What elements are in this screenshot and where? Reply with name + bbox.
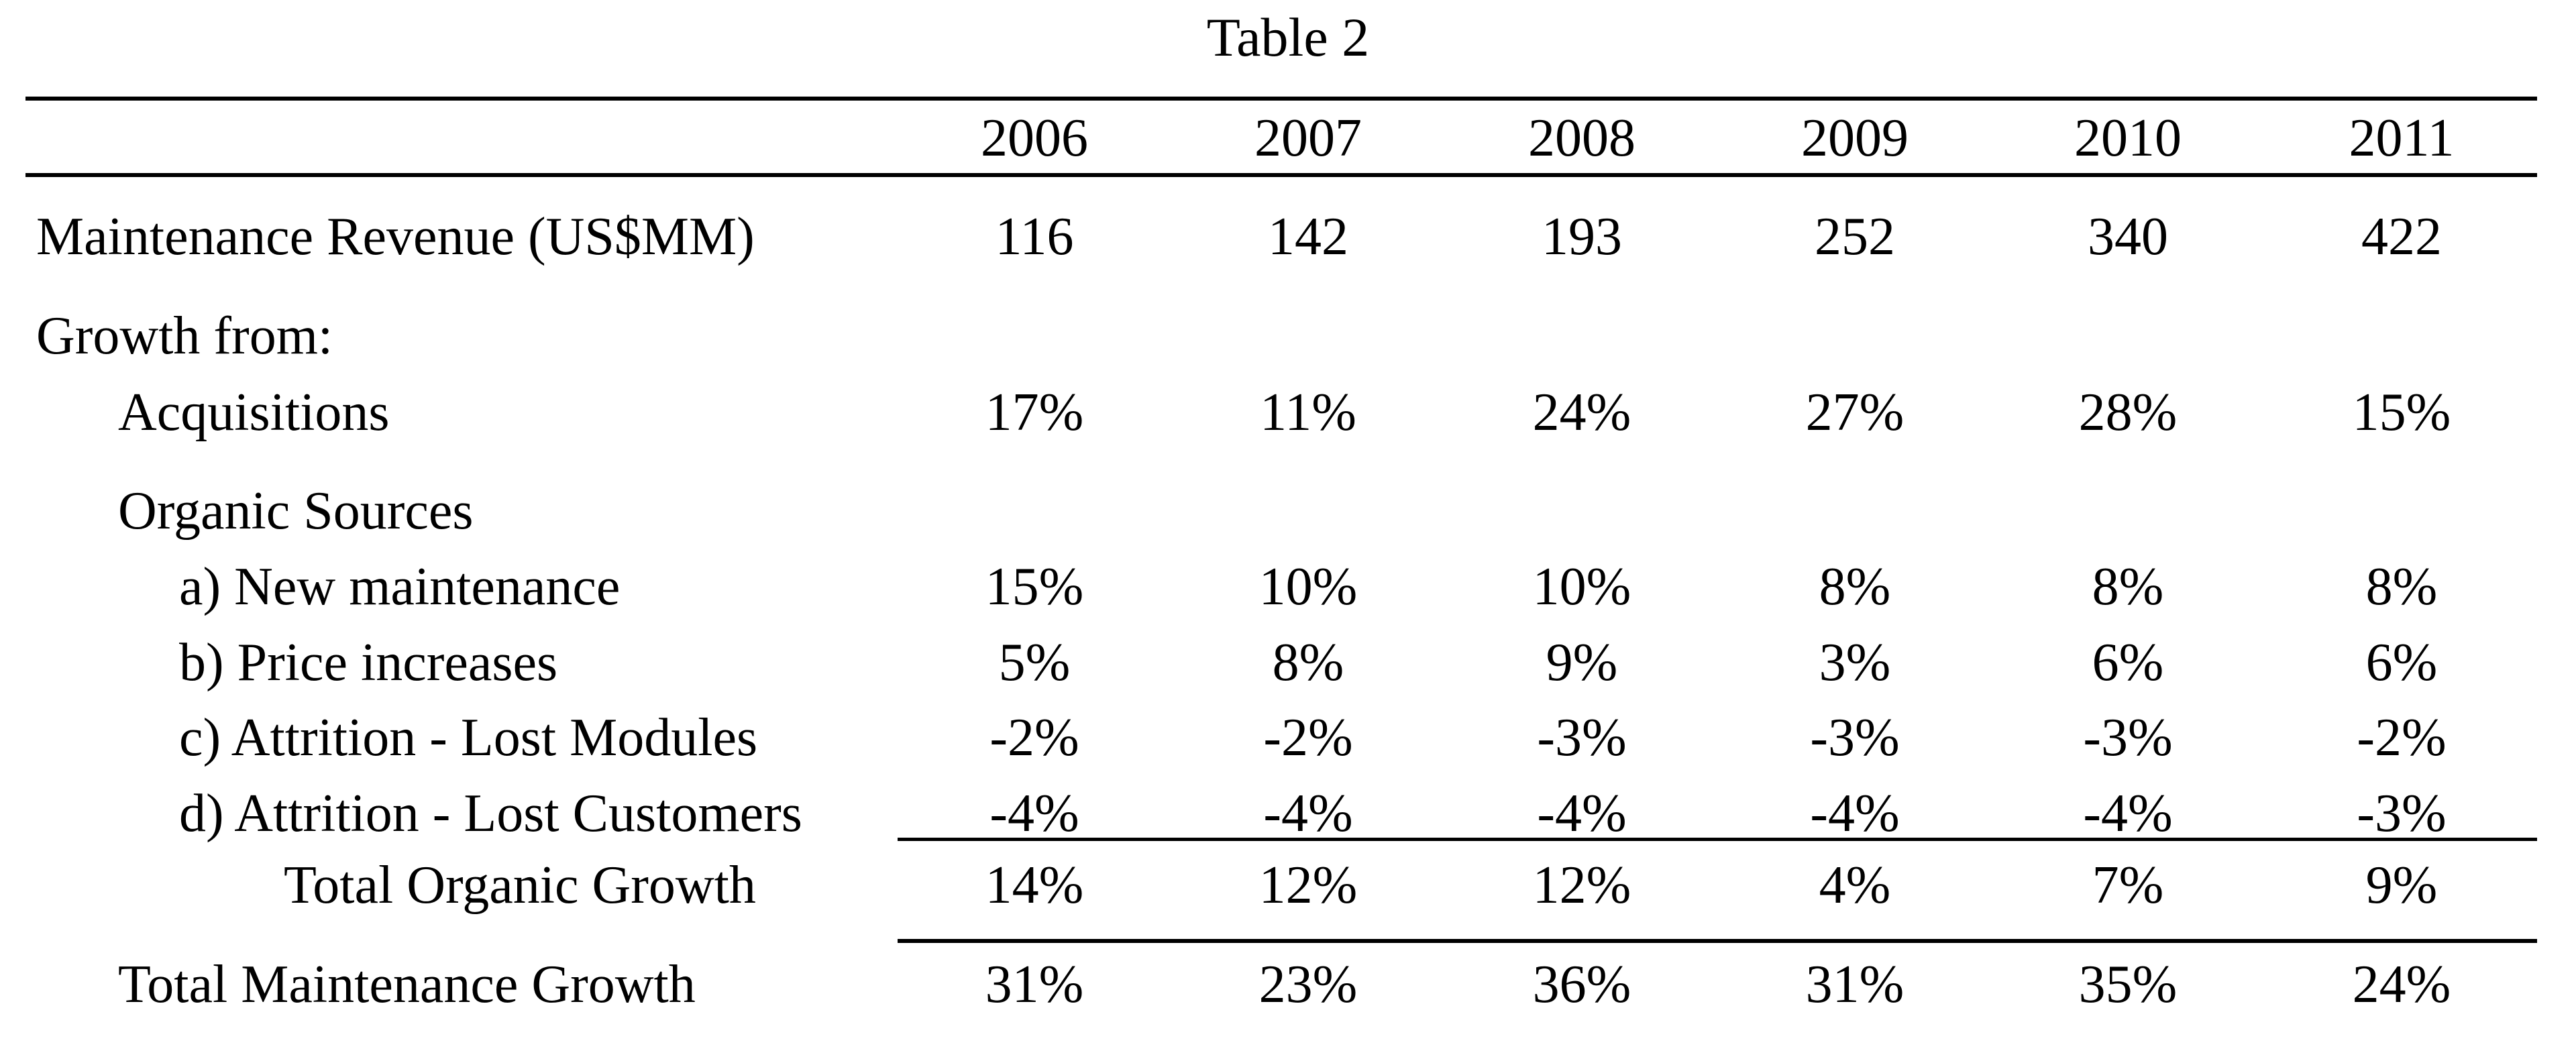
- table-value-cell: 15%: [2352, 383, 2451, 442]
- table-value-cell: -4%: [1810, 784, 1900, 843]
- table-value-cell: 9%: [2365, 856, 2438, 915]
- table-value-cell: -4%: [2083, 784, 2173, 843]
- table-value-cell: -4%: [1537, 784, 1627, 843]
- row-label: c) Attrition - Lost Modules: [179, 708, 758, 767]
- table-value-cell: 23%: [1258, 955, 1358, 1014]
- table-value-cell: 116: [995, 207, 1074, 266]
- table-value-cell: 422: [2361, 207, 2442, 266]
- header-year-cell: 2010: [2074, 109, 2182, 168]
- table-value-cell: 24%: [1532, 383, 1631, 442]
- row-label: b) Price increases: [179, 633, 558, 692]
- row-label: a) New maintenance: [179, 557, 621, 616]
- row-label: Acquisitions: [118, 383, 390, 442]
- table-value-cell: 28%: [2078, 383, 2178, 442]
- table-value-cell: 35%: [2078, 955, 2178, 1014]
- table-value-cell: 24%: [2352, 955, 2451, 1014]
- table-value-cell: -3%: [1810, 708, 1900, 767]
- table-value-cell: 36%: [1532, 955, 1631, 1014]
- table-value-cell: 10%: [1532, 557, 1631, 616]
- table-value-cell: 10%: [1258, 557, 1358, 616]
- table-value-cell: 8%: [2092, 557, 2164, 616]
- table-value-cell: 27%: [1805, 383, 1904, 442]
- organic-total-rule: [898, 838, 2537, 841]
- table-value-cell: 17%: [985, 383, 1084, 442]
- table-value-cell: 142: [1268, 207, 1348, 266]
- table-value-cell: -2%: [2357, 708, 2447, 767]
- table-value-cell: 6%: [2365, 633, 2438, 692]
- row-label: Organic Sources: [118, 482, 474, 541]
- row-label: Total Organic Growth: [284, 856, 756, 915]
- header-year-cell: 2009: [1801, 109, 1909, 168]
- table-value-cell: -3%: [2083, 708, 2173, 767]
- header-rule: [25, 173, 2537, 177]
- table-value-cell: 252: [1815, 207, 1895, 266]
- table-value-cell: 12%: [1532, 856, 1631, 915]
- header-year-cell: 2006: [981, 109, 1088, 168]
- table-value-cell: -3%: [2357, 784, 2447, 843]
- row-label: Maintenance Revenue (US$MM): [36, 207, 755, 266]
- table-value-cell: -4%: [1263, 784, 1353, 843]
- table-value-cell: 9%: [1546, 633, 1618, 692]
- row-label: Total Maintenance Growth: [118, 955, 696, 1014]
- table-value-cell: 193: [1542, 207, 1622, 266]
- table-value-cell: 6%: [2092, 633, 2164, 692]
- table-value-cell: 12%: [1258, 856, 1358, 915]
- header-year-cell: 2008: [1528, 109, 1635, 168]
- header-year-cell: 2007: [1254, 109, 1362, 168]
- table-value-cell: 4%: [1819, 856, 1891, 915]
- table-value-cell: 8%: [1819, 557, 1891, 616]
- table-value-cell: -3%: [1537, 708, 1627, 767]
- table-value-cell: 14%: [985, 856, 1084, 915]
- table-value-cell: -4%: [989, 784, 1079, 843]
- maintenance-total-rule: [898, 939, 2537, 943]
- table-value-cell: 11%: [1260, 383, 1356, 442]
- table-value-cell: 15%: [985, 557, 1084, 616]
- top-rule: [25, 97, 2537, 101]
- table-title: Table 2: [1206, 7, 1370, 68]
- table-value-cell: 8%: [2365, 557, 2438, 616]
- table-value-cell: -2%: [1263, 708, 1353, 767]
- table-value-cell: 3%: [1819, 633, 1891, 692]
- row-label: Growth from:: [36, 306, 333, 366]
- table-value-cell: 7%: [2092, 856, 2164, 915]
- table-value-cell: 8%: [1272, 633, 1344, 692]
- table-value-cell: 31%: [1805, 955, 1904, 1014]
- header-year-cell: 2011: [2349, 109, 2455, 168]
- table-value-cell: -2%: [989, 708, 1079, 767]
- table-value-cell: 5%: [998, 633, 1071, 692]
- table-value-cell: 340: [2088, 207, 2168, 266]
- row-label: d) Attrition - Lost Customers: [179, 784, 802, 843]
- table-value-cell: 31%: [985, 955, 1084, 1014]
